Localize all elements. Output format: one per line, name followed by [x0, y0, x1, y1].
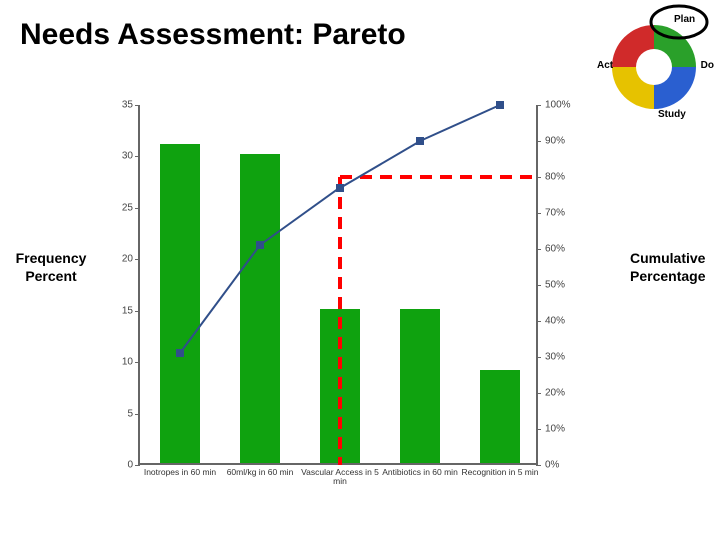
- tick-mark: [536, 285, 541, 286]
- tick-mark: [536, 321, 541, 322]
- reference-dash: [338, 197, 342, 209]
- pdsa-act-label: Act: [597, 60, 613, 71]
- tick-mark: [536, 465, 541, 466]
- reference-dash: [338, 437, 342, 449]
- reference-dash: [338, 277, 342, 289]
- tick-mark: [135, 311, 140, 312]
- reference-dash: [338, 257, 342, 269]
- tick-mark: [135, 362, 140, 363]
- reference-dash: [520, 175, 532, 179]
- pareto-bar: [480, 370, 520, 463]
- pareto-bar: [400, 309, 440, 463]
- reference-dash: [460, 175, 472, 179]
- tick-mark: [536, 213, 541, 214]
- x-category-label: Inotropes in 60 min: [136, 468, 224, 477]
- y-right-tick: 90%: [545, 136, 581, 147]
- tick-mark: [135, 465, 140, 466]
- y-right-tick: 70%: [545, 208, 581, 219]
- pdsa-cycle: Plan Do Study Act: [594, 2, 714, 122]
- x-category-label: Recognition in 5 min: [456, 468, 544, 477]
- tick-mark: [536, 393, 541, 394]
- reference-dash: [338, 337, 342, 349]
- reference-dash: [338, 397, 342, 409]
- tick-mark: [536, 105, 541, 106]
- x-category-label: 60ml/kg in 60 min: [216, 468, 304, 477]
- reference-dash: [338, 237, 342, 249]
- page-title: Needs Assessment: Pareto: [20, 18, 406, 52]
- reference-dash: [338, 217, 342, 229]
- pdsa-study-label: Study: [658, 109, 686, 120]
- cumulative-marker: [416, 137, 424, 145]
- tick-mark: [536, 141, 541, 142]
- y-left-line2: Percent: [25, 268, 76, 284]
- y-left-tick: 15: [105, 305, 133, 316]
- y-right-tick: 20%: [545, 388, 581, 399]
- y-right-tick: 80%: [545, 172, 581, 183]
- y-right-axis-title: Cumulative Percentage: [630, 250, 720, 285]
- y-left-tick: 20: [105, 254, 133, 265]
- cumulative-marker: [336, 184, 344, 192]
- reference-dash: [380, 175, 392, 179]
- reference-dash: [480, 175, 492, 179]
- y-left-axis-title: Frequency Percent: [6, 250, 96, 285]
- y-left-tick: 35: [105, 100, 133, 111]
- tick-mark: [135, 156, 140, 157]
- cumulative-marker: [256, 241, 264, 249]
- tick-mark: [135, 105, 140, 106]
- pareto-bar: [160, 144, 200, 463]
- y-right-tick: 30%: [545, 352, 581, 363]
- y-right-tick: 0%: [545, 460, 581, 471]
- cumulative-line-segment: [339, 140, 420, 189]
- reference-dash: [440, 175, 452, 179]
- tick-mark: [536, 357, 541, 358]
- tick-mark: [135, 414, 140, 415]
- tick-mark: [536, 249, 541, 250]
- reference-dash: [420, 175, 432, 179]
- reference-dash: [338, 377, 342, 389]
- pareto-bar: [240, 154, 280, 463]
- y-left-tick: 10: [105, 357, 133, 368]
- x-category-label: Vascular Access in 5 min: [296, 468, 384, 487]
- y-right-tick: 60%: [545, 244, 581, 255]
- y-left-tick: 30: [105, 151, 133, 162]
- y-left-line1: Frequency: [16, 250, 87, 266]
- cumulative-line-segment: [420, 104, 501, 142]
- tick-mark: [135, 208, 140, 209]
- reference-dash: [338, 297, 342, 309]
- y-left-tick: 25: [105, 202, 133, 213]
- tick-mark: [536, 177, 541, 178]
- reference-dash: [338, 357, 342, 369]
- x-category-label: Antibiotics in 60 min: [376, 468, 464, 477]
- cumulative-marker: [496, 101, 504, 109]
- y-right-tick: 40%: [545, 316, 581, 327]
- plot-area: 051015202530350%10%20%30%40%50%60%70%80%…: [138, 105, 538, 465]
- y-right-tick: 50%: [545, 280, 581, 291]
- pdsa-do-label: Do: [701, 60, 714, 71]
- reference-dash: [338, 417, 342, 429]
- reference-dash: [338, 317, 342, 329]
- reference-dash: [500, 175, 512, 179]
- tick-mark: [135, 259, 140, 260]
- pareto-chart: 051015202530350%10%20%30%40%50%60%70%80%…: [98, 105, 578, 500]
- reference-dash: [338, 457, 342, 465]
- pdsa-plan-label: Plan: [674, 14, 695, 25]
- y-left-tick: 0: [105, 460, 133, 471]
- y-left-tick: 5: [105, 408, 133, 419]
- y-right-line1: Cumulative: [630, 250, 705, 266]
- y-right-line2: Percentage: [630, 268, 705, 284]
- reference-dash: [400, 175, 412, 179]
- y-right-tick: 100%: [545, 100, 581, 111]
- tick-mark: [536, 429, 541, 430]
- cumulative-marker: [176, 349, 184, 357]
- y-right-tick: 10%: [545, 424, 581, 435]
